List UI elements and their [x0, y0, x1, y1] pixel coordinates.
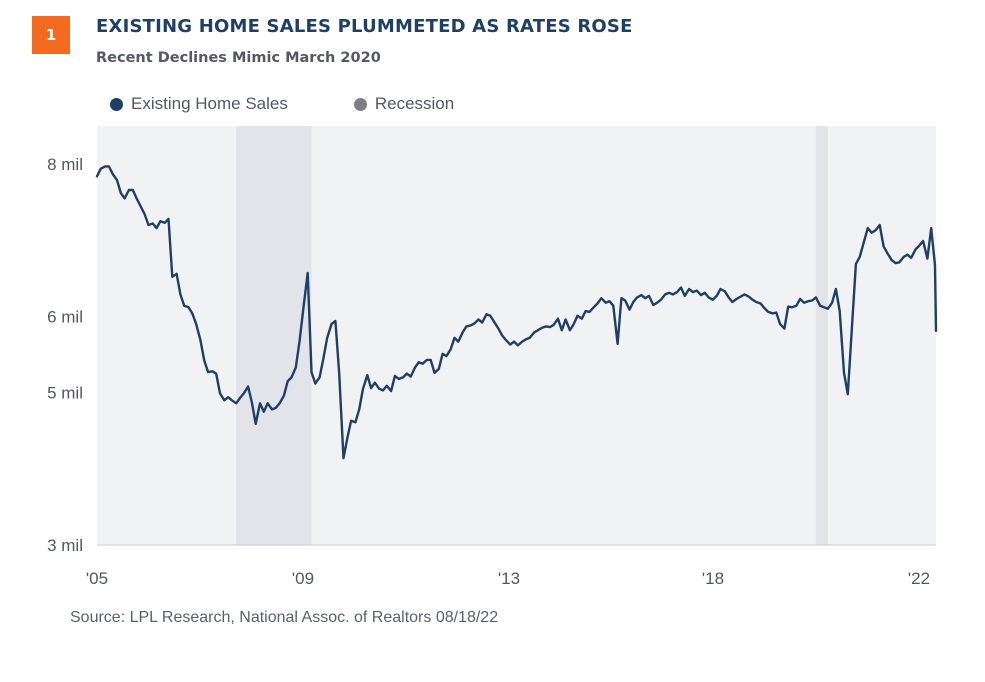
- chart-subtitle: Recent Declines Mimic March 2020: [96, 50, 381, 66]
- y-axis-labels: 3 mil 5 mil 6 mil 8 mil: [47, 155, 83, 555]
- recession-bands: [236, 126, 828, 545]
- legend-swatch-sales: [110, 97, 123, 111]
- legend: Existing Home Sales Recession: [110, 94, 520, 114]
- legend-swatch-recession: [353, 97, 367, 111]
- plot-background: [97, 126, 936, 545]
- recession-band-1: [236, 126, 312, 545]
- y-tick-label: 5 mil: [47, 384, 83, 403]
- x-tick-label: '22: [908, 569, 930, 588]
- legend-item-recession: Recession: [353, 94, 455, 114]
- series-line-existing-home-sales: [95, 165, 938, 460]
- source-note: Source: LPL Research, National Assoc. of…: [70, 609, 499, 626]
- y-tick-label: 6 mil: [47, 307, 83, 326]
- recession-band-2: [815, 126, 828, 545]
- x-tick-label: '18: [702, 569, 724, 588]
- y-tick-label: 3 mil: [47, 536, 83, 555]
- legend-label-recession: Recession: [374, 94, 455, 113]
- figure-number-badge: 1: [32, 16, 70, 54]
- x-tick-label: '13: [498, 569, 520, 588]
- legend-label-sales: Existing Home Sales: [131, 94, 288, 113]
- y-tick-label: 8 mil: [47, 155, 83, 174]
- legend-item-sales: Existing Home Sales: [110, 94, 288, 114]
- x-axis-labels: '05 '09 '13 '18 '22: [86, 569, 930, 588]
- chart-title: EXISTING HOME SALES PLUMMETED AS RATES R…: [96, 16, 633, 37]
- x-tick-label: '09: [292, 569, 314, 588]
- x-tick-label: '05: [86, 569, 108, 588]
